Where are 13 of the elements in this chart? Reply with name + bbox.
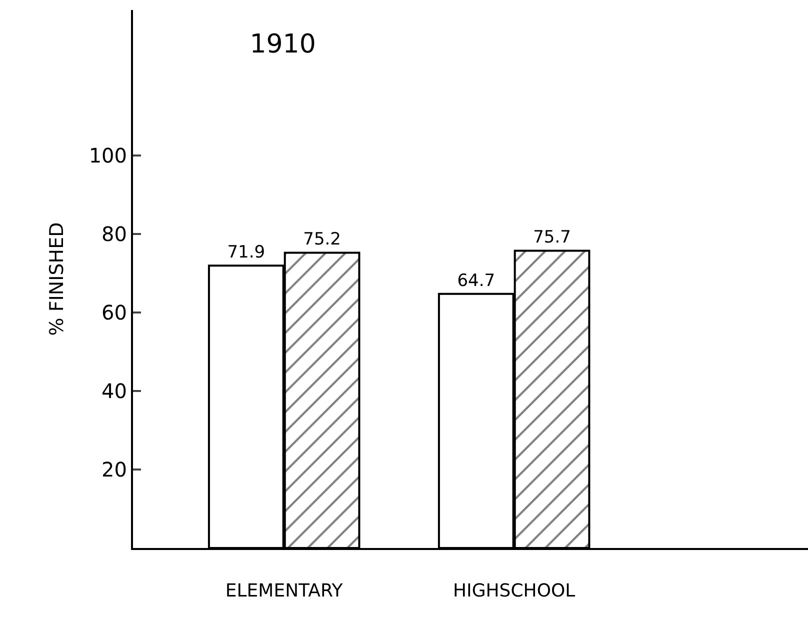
y-tick-label: 60 [102,300,127,324]
y-tick-label: 40 [102,378,127,403]
data-label: 75.7 [533,228,571,248]
data-label: 71.9 [227,242,266,263]
y-tick-label: 20 [102,457,127,482]
y-tick-label: 100 [88,143,127,168]
y-axis-title: % FINISHED [46,222,68,336]
data-label: 75.2 [303,230,341,250]
data-label: 64.7 [457,270,496,291]
y-tick-label: 80 [102,222,127,246]
x-tick-label: HIGHSCHOOL [452,580,576,602]
x-tick-label: ELEMENTARY [225,580,344,602]
text: 1910 [250,30,316,60]
